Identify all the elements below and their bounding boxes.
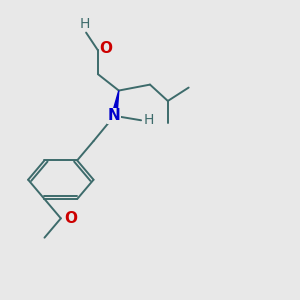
Text: H: H [143, 113, 154, 127]
Text: O: O [64, 212, 77, 226]
Text: N: N [108, 108, 121, 123]
Text: H: H [80, 17, 90, 31]
Text: O: O [99, 41, 112, 56]
Polygon shape [112, 91, 119, 116]
